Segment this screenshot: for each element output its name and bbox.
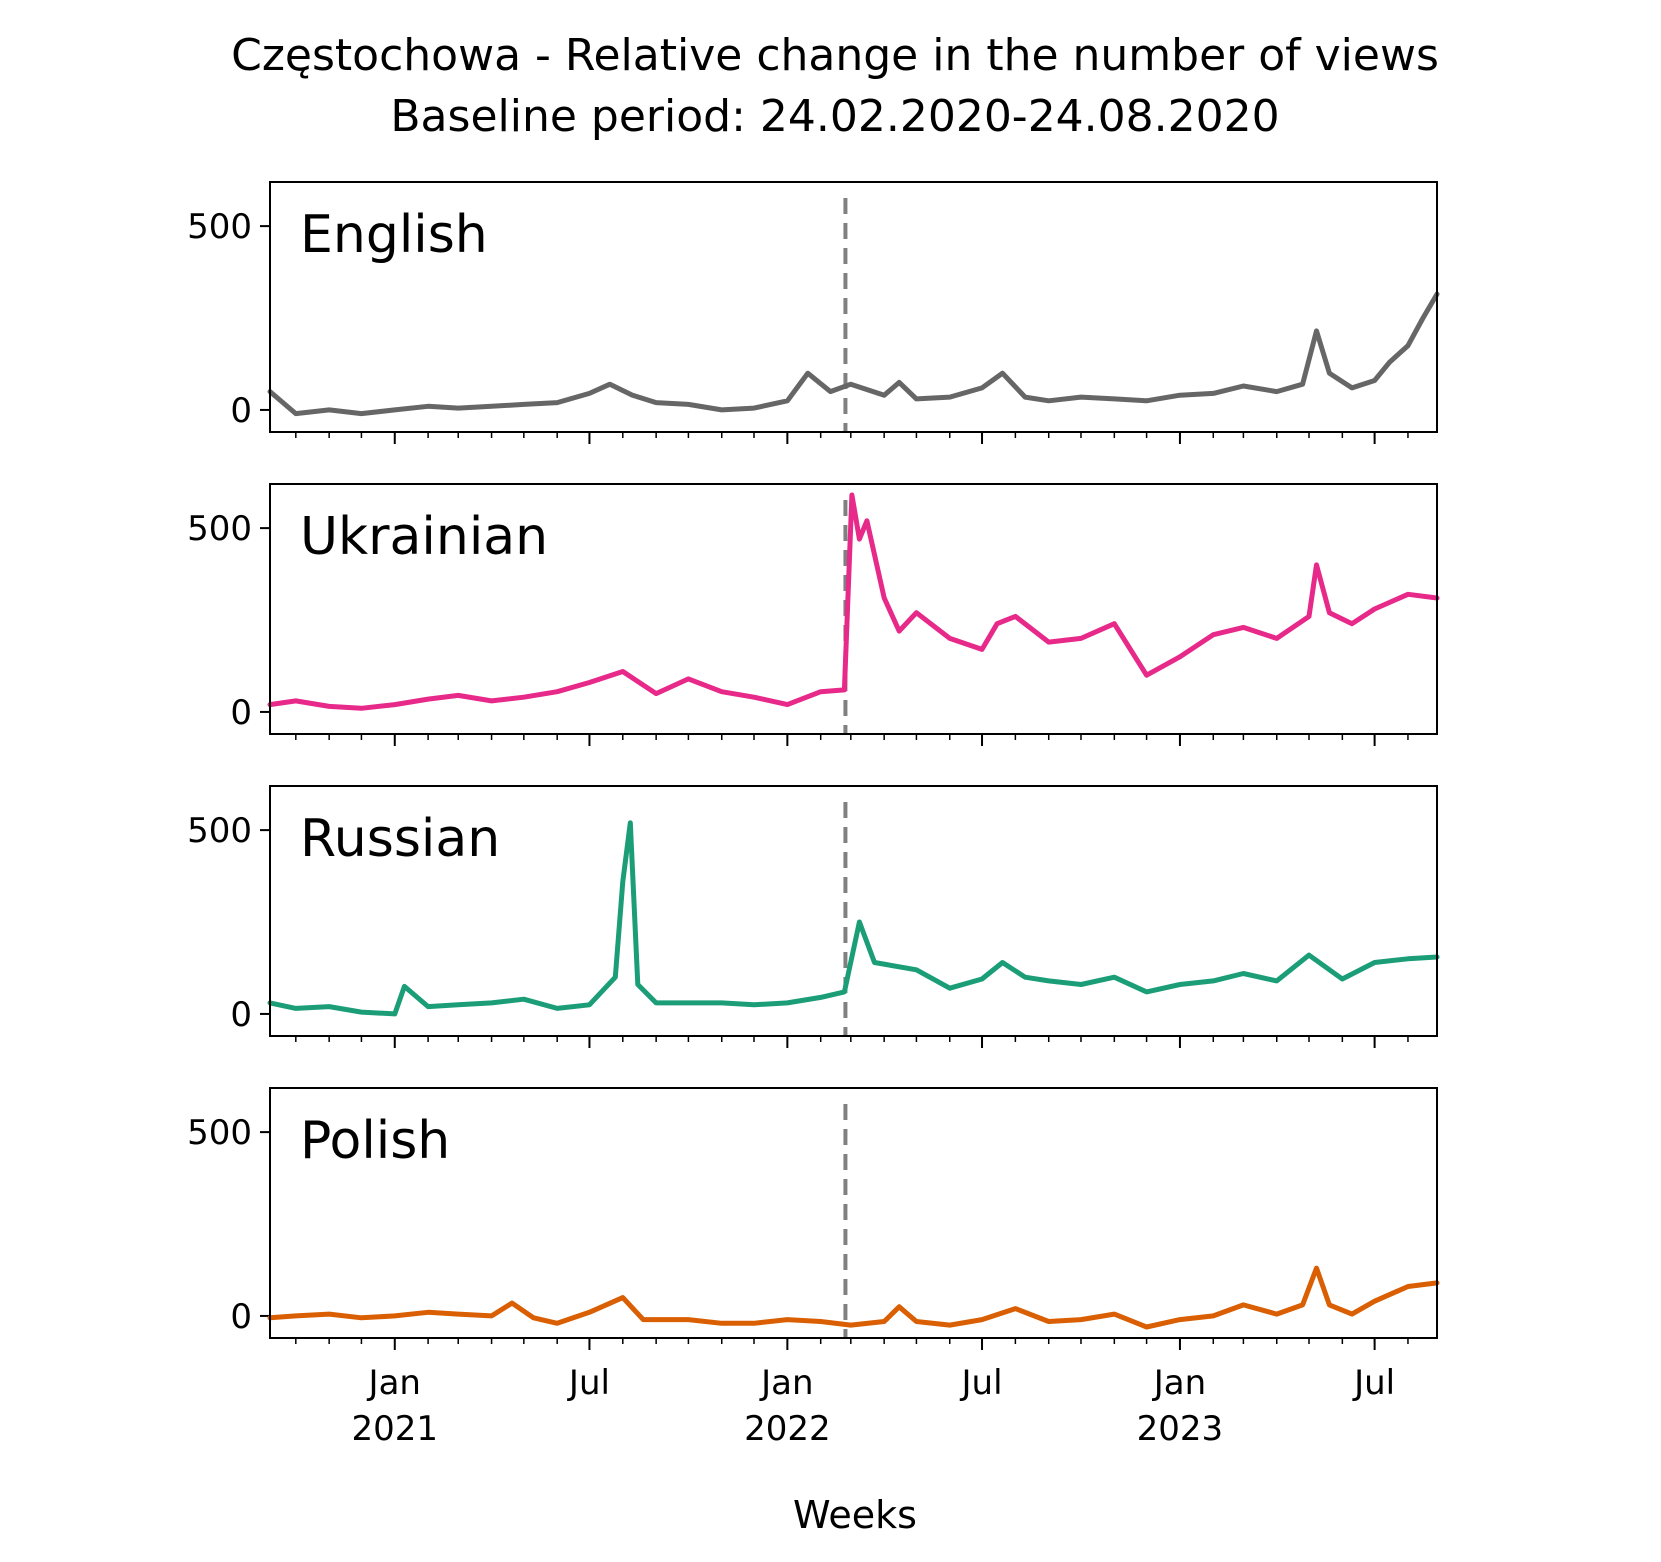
x-tick-label: Jul <box>1352 1363 1395 1403</box>
y-tick-label: 0 <box>230 693 252 733</box>
panel-ukrainian: 0 500 Ukrainian <box>187 483 1440 746</box>
series-line-ukrainian <box>267 492 1440 711</box>
y-tick-label: 500 <box>187 1113 252 1153</box>
legend-label: Ukrainian <box>300 507 548 567</box>
x-tick-label: Jan <box>759 1363 813 1403</box>
panel-polish: 0 500 Polish <box>187 1087 1440 1350</box>
x-axis-label: Weeks <box>793 1493 917 1537</box>
x-tick-label: Jan <box>367 1363 421 1403</box>
x-tick-year: 2023 <box>1137 1409 1224 1449</box>
panel-frame <box>269 1087 1438 1339</box>
legend-label: Russian <box>300 809 500 869</box>
panel-frame <box>269 483 1438 735</box>
x-tick-label: Jul <box>960 1363 1003 1403</box>
x-tick-year: 2022 <box>744 1409 831 1449</box>
y-tick-label: 500 <box>187 509 252 549</box>
legend-label: English <box>300 205 488 265</box>
x-tick-label: Jan <box>1152 1363 1206 1403</box>
panel-english: 0 500 English <box>187 181 1440 444</box>
y-tick-label: 0 <box>230 391 252 431</box>
chart-subtitle: Baseline period: 24.02.2020-24.08.2020 <box>390 91 1279 142</box>
y-tick-label: 0 <box>230 1297 252 1337</box>
chart-title: Częstochowa - Relative change in the num… <box>231 30 1439 81</box>
panels: 0 500 English 0 500 Ukrainian 0 500 Russian 0 500 P… <box>187 181 1440 1350</box>
x-tick-label: Jul <box>567 1363 610 1403</box>
series-line-english <box>267 291 1440 417</box>
y-tick-label: 500 <box>187 811 252 851</box>
x-tick-year: 2021 <box>352 1409 439 1449</box>
y-tick-label: 0 <box>230 995 252 1035</box>
panel-russian: 0 500 Russian <box>187 785 1440 1048</box>
y-tick-label: 500 <box>187 207 252 247</box>
panel-frame <box>269 785 1438 1037</box>
x-axis: Jan 2021 Jul Jan 2022 Jul Jan 2023 Jul <box>352 1363 1396 1449</box>
panel-frame <box>269 181 1438 433</box>
legend-label: Polish <box>300 1111 450 1171</box>
series-line-russian <box>267 820 1440 1017</box>
series-line-polish <box>267 1265 1440 1330</box>
